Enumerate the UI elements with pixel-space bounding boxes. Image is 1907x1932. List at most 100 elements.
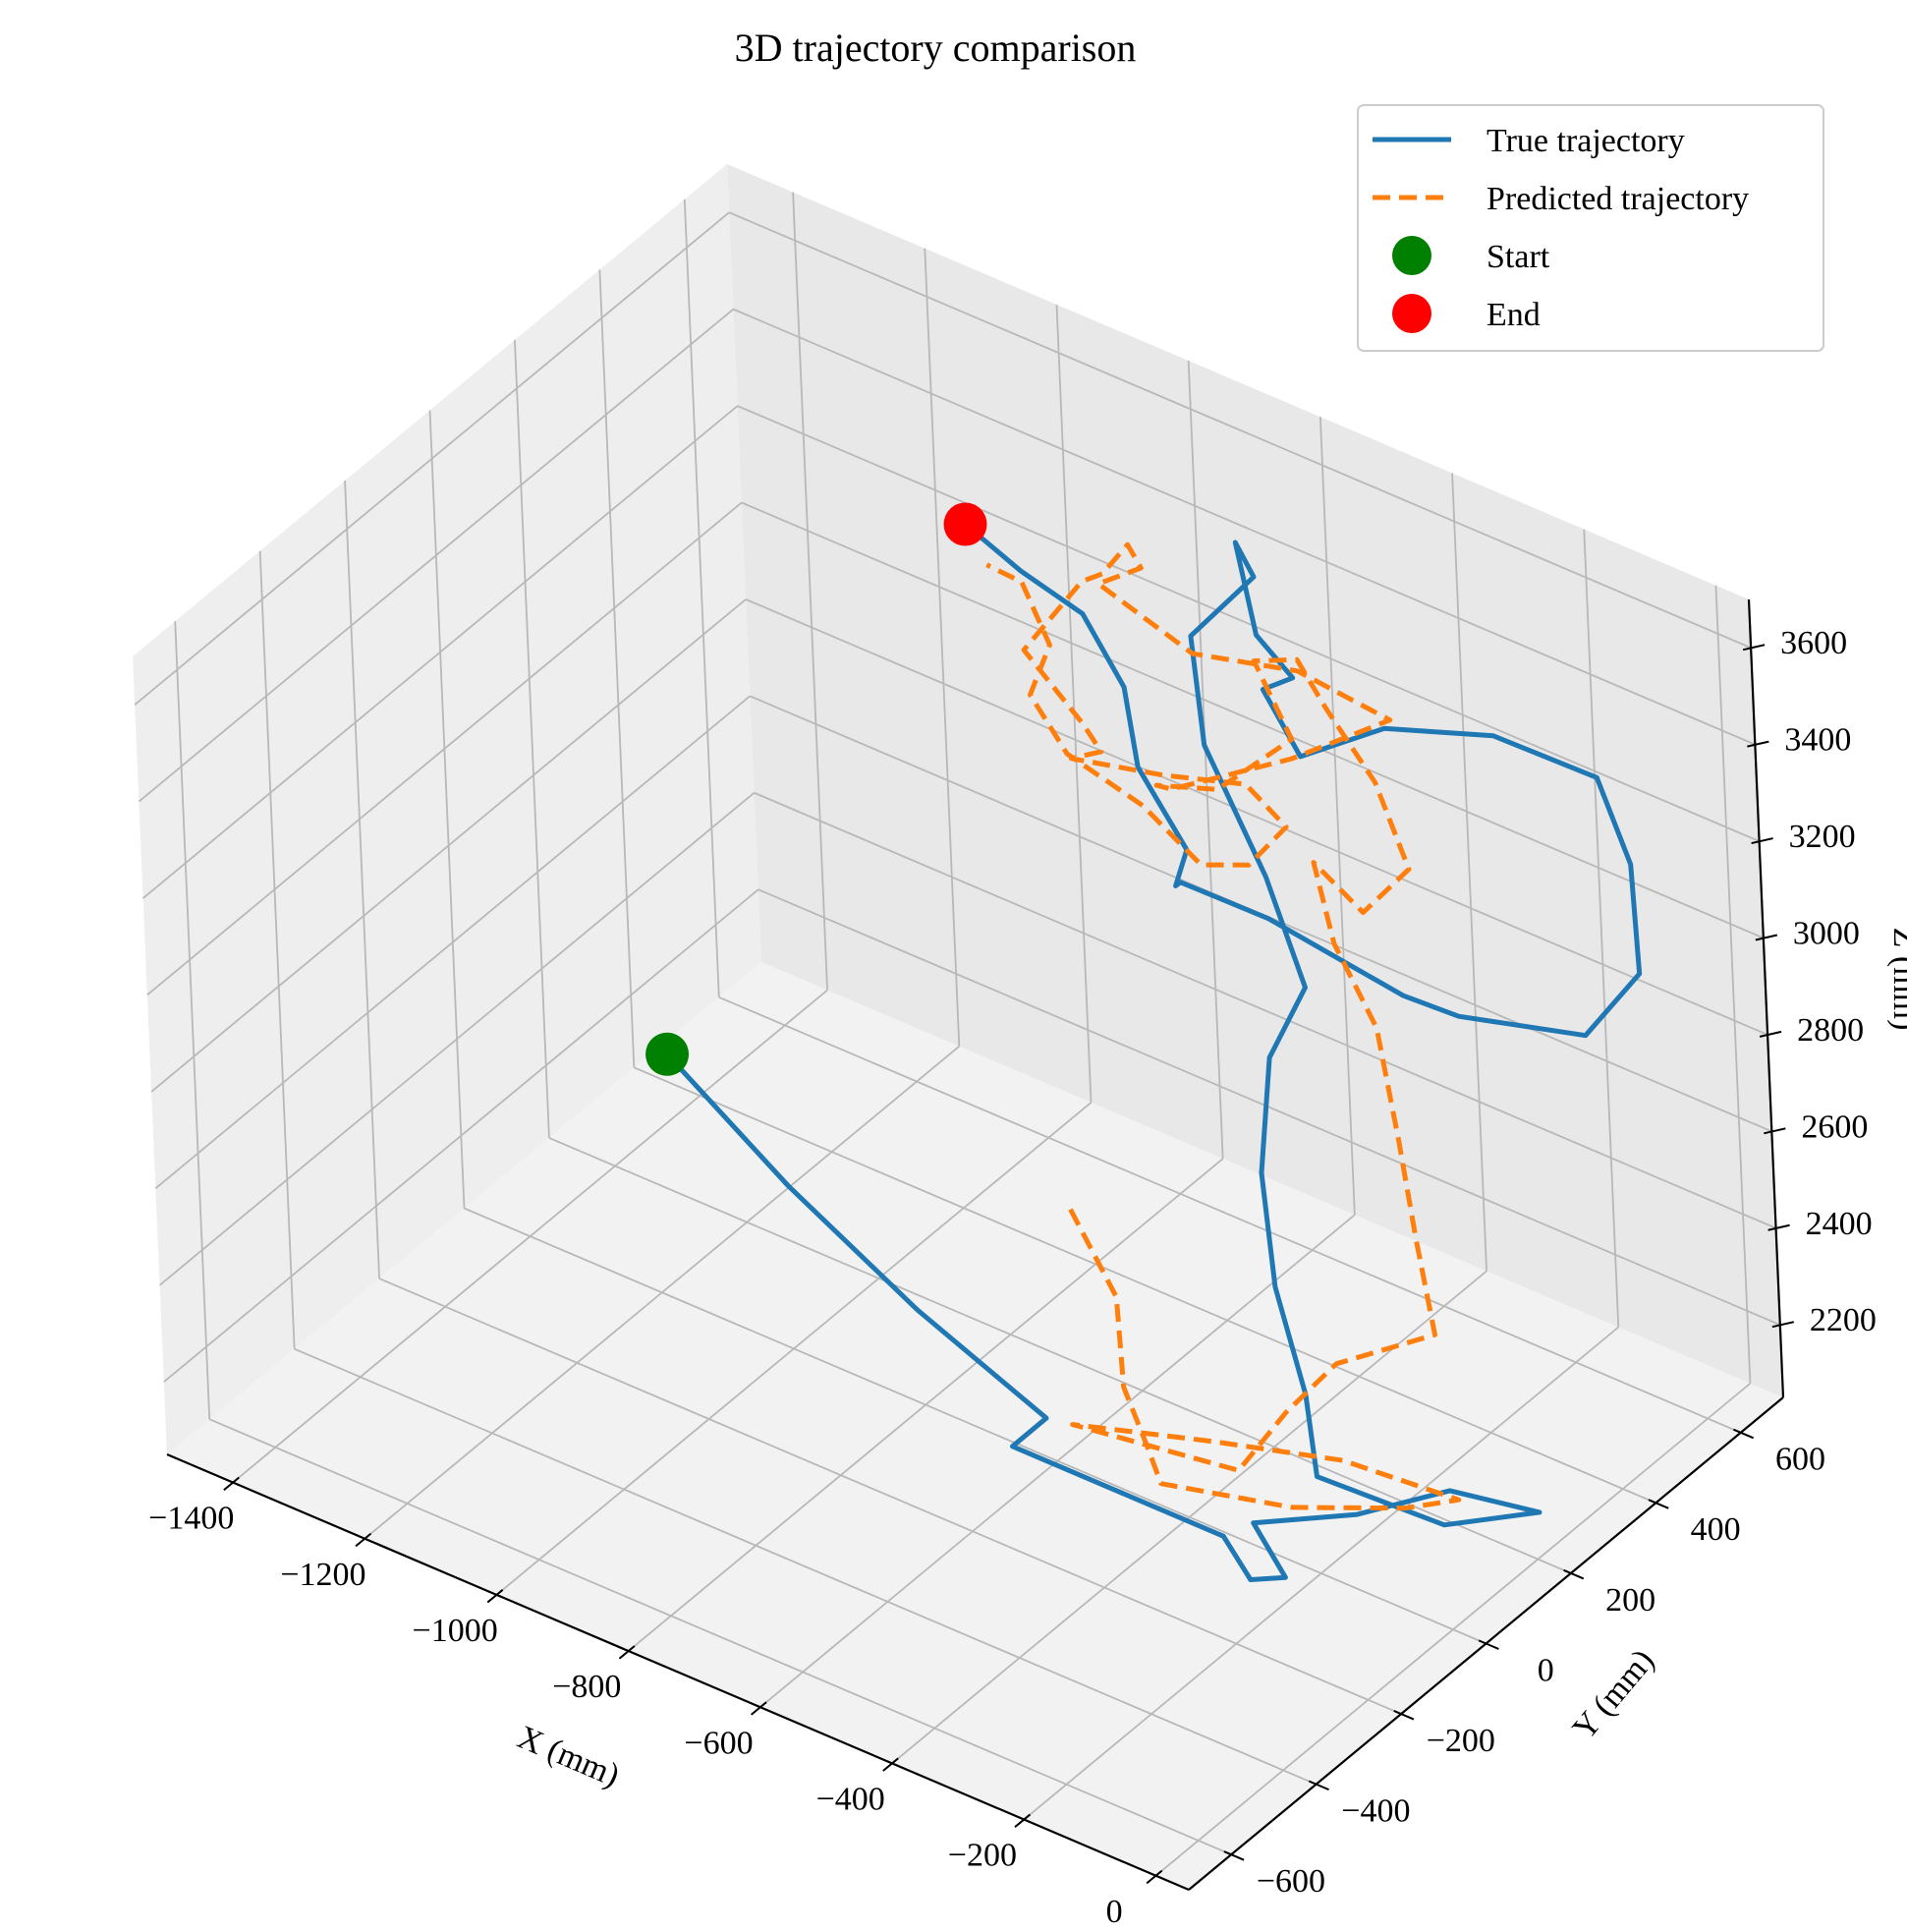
x-tick xyxy=(882,1757,899,1772)
y-grid-line-left xyxy=(344,481,380,1279)
z-tick xyxy=(1747,740,1769,748)
legend-swatch xyxy=(1392,236,1431,275)
z-axis-label: Z (mm) xyxy=(1886,928,1907,1031)
z-grid-line-left xyxy=(163,888,759,1383)
legend-label: End xyxy=(1486,297,1541,333)
x-tick-label: −200 xyxy=(948,1838,1017,1874)
x-tick-label: −400 xyxy=(816,1781,885,1817)
z-grid-line-left xyxy=(138,308,734,803)
x-grid-line-back xyxy=(1318,417,1356,1216)
y-grid-line-floor xyxy=(208,1418,1232,1856)
x-tick xyxy=(750,1701,767,1716)
legend-box xyxy=(1357,104,1824,352)
z-grid-line-back xyxy=(745,598,1768,1036)
legend-label: Predicted trajectory xyxy=(1486,181,1749,217)
x-grid-line-back xyxy=(1055,304,1093,1103)
y-tick xyxy=(1733,1428,1755,1440)
z-tick-label: 2800 xyxy=(1797,1012,1864,1049)
back-pane xyxy=(727,164,1783,1397)
x-grid-line-back xyxy=(1187,361,1224,1160)
x-tick-label: −1200 xyxy=(280,1557,365,1593)
y-grid-line-left xyxy=(514,339,550,1138)
y-tick-label: 400 xyxy=(1691,1511,1741,1548)
legend-label: Start xyxy=(1486,239,1550,275)
y-grid-line-left xyxy=(258,550,296,1349)
predicted-trajectory-line xyxy=(985,541,1462,1511)
z-tick-label: 3400 xyxy=(1784,722,1851,759)
y-grid-line-floor xyxy=(464,1207,1486,1645)
y-tick-label: 600 xyxy=(1775,1442,1825,1478)
y-grid-line-floor xyxy=(378,1278,1402,1715)
x-tick-label: −800 xyxy=(552,1669,621,1705)
x-tick xyxy=(486,1589,504,1604)
z-tick-label: 2600 xyxy=(1801,1108,1868,1145)
z-axis-line xyxy=(1747,598,1785,1398)
x-tick-label: −600 xyxy=(684,1725,753,1761)
z-grid-line-left xyxy=(154,695,751,1190)
y-axis-label: Y (mm) xyxy=(1566,1643,1661,1747)
z-grid-line-back xyxy=(754,791,1776,1229)
z-grid-line-left xyxy=(146,501,743,996)
x-tick-label: −1000 xyxy=(413,1613,498,1649)
x-grid-line-back xyxy=(1714,585,1752,1384)
z-tick xyxy=(1764,1127,1786,1135)
z-tick xyxy=(1759,1030,1782,1038)
y-tick xyxy=(1563,1568,1585,1580)
start-marker xyxy=(645,1032,690,1076)
x-tick-label: 0 xyxy=(1106,1894,1123,1930)
legend-swatch xyxy=(1392,294,1431,333)
y-tick-label: 200 xyxy=(1605,1582,1655,1619)
z-grid-line-left xyxy=(150,598,747,1093)
y-grid-line-floor xyxy=(634,1066,1656,1505)
true-trajectory-line xyxy=(664,522,1643,1582)
y-grid-line-left xyxy=(683,199,720,997)
z-grid-line-back xyxy=(757,888,1781,1327)
z-tick xyxy=(1771,1321,1795,1329)
x-tick xyxy=(618,1645,636,1660)
y-grid-line-floor xyxy=(294,1347,1317,1786)
y-tick xyxy=(1393,1710,1415,1721)
z-grid-line-back xyxy=(728,211,1752,650)
y-tick-label: −200 xyxy=(1427,1723,1495,1759)
axes: −1400 −1200 −1000 −800 −600 −400 −200 0 −600 −400… xyxy=(148,598,1877,1930)
y-tick-label: −600 xyxy=(1257,1863,1325,1900)
grid-lines xyxy=(134,192,1781,1877)
y-tick xyxy=(1648,1499,1669,1509)
x-axis-line xyxy=(166,1452,1190,1892)
z-grid-line-back xyxy=(733,308,1756,746)
legend: True trajectory Predicted trajectory Start… xyxy=(1357,104,1824,352)
y-grid-line-left xyxy=(598,269,636,1068)
z-grid-line-left xyxy=(142,405,739,899)
chart-title: 3D trajectory comparison xyxy=(735,26,1137,70)
z-tick-label: 2200 xyxy=(1810,1302,1877,1338)
z-grid-line-left xyxy=(134,211,730,706)
y-tick-label: 0 xyxy=(1538,1652,1554,1688)
z-tick-label: 2400 xyxy=(1806,1206,1873,1242)
x-grid-line-back xyxy=(1583,529,1620,1328)
y-grid-line-left xyxy=(174,621,211,1420)
y-tick xyxy=(1308,1780,1329,1791)
z-grid-line-left xyxy=(159,792,756,1286)
legend-label: True trajectory xyxy=(1486,123,1685,159)
y-tick xyxy=(1478,1639,1499,1650)
x-grid-line-back xyxy=(792,192,828,991)
x-tick xyxy=(355,1532,372,1548)
x-grid-line-back xyxy=(1451,473,1487,1272)
y-tick-label: −400 xyxy=(1341,1793,1410,1830)
x-tick xyxy=(1146,1869,1163,1885)
y-grid-line-left xyxy=(428,410,466,1209)
x-tick xyxy=(223,1476,240,1492)
y-grid-line-floor xyxy=(548,1137,1572,1574)
y-grid-line-floor xyxy=(718,995,1742,1434)
z-tick-label: 3200 xyxy=(1789,819,1856,855)
y-tick xyxy=(1223,1850,1245,1861)
z-grid-line-back xyxy=(737,405,1760,842)
x-tick-label: −1400 xyxy=(148,1501,234,1537)
z-tick-label: 3600 xyxy=(1780,625,1847,661)
z-tick xyxy=(1767,1223,1790,1231)
x-axis-label: X (mm) xyxy=(512,1719,624,1793)
z-tick xyxy=(1751,837,1773,845)
x-tick xyxy=(1014,1813,1032,1828)
end-marker xyxy=(943,502,987,546)
